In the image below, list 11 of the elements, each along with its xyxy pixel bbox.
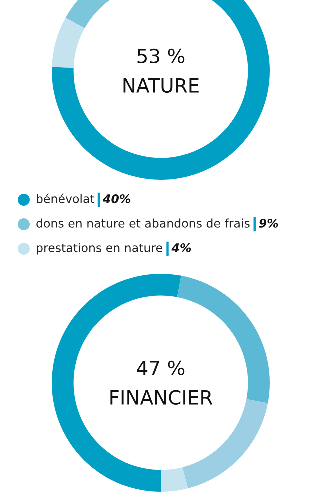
text: NATURE (124, 78, 199, 93)
text: FINANCIER (110, 390, 213, 405)
data-label: 4% (172, 243, 192, 252)
data-label: 9% (259, 218, 278, 228)
data-label: 40% (102, 194, 131, 204)
legend-label: prestations en nature (37, 243, 162, 255)
legend-label: bénévolat (37, 194, 95, 204)
legend-label: dons en nature et abandons de frais (36, 218, 250, 228)
text: 47 % (137, 360, 185, 376)
text: 53 % (138, 48, 185, 64)
donut-slice (161, 467, 188, 492)
